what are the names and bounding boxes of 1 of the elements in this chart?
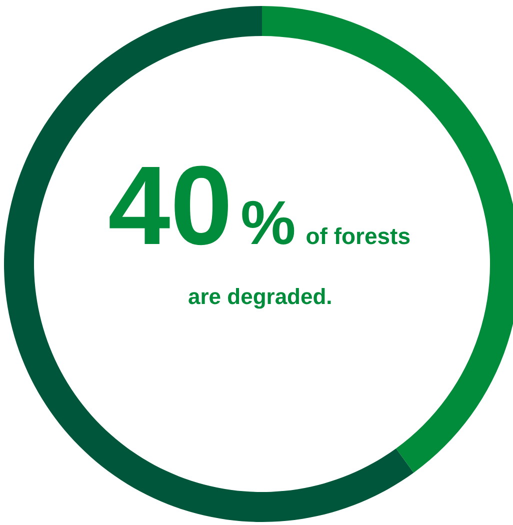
chart-title: 40% of forests are degraded.	[108, 143, 411, 309]
